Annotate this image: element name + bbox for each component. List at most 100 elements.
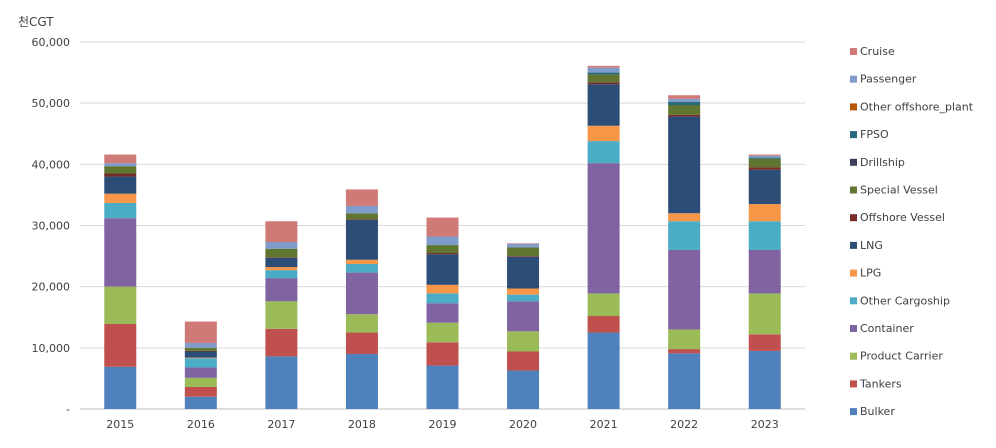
- bar-segment-tankers: [587, 316, 620, 333]
- legend-swatch: [850, 158, 857, 166]
- bar-segment-cruise: [426, 217, 459, 237]
- legend-label: Cruise: [860, 45, 895, 58]
- bar-segment-cruise: [748, 154, 781, 156]
- legend-label: Tankers: [859, 377, 902, 390]
- bar-segment-bulker: [345, 353, 378, 409]
- bar-segment-tankers: [748, 334, 781, 351]
- x-tick-label: 2020: [509, 418, 537, 431]
- bar-segment-other-cargoship: [426, 293, 459, 304]
- legend-swatch: [850, 48, 857, 55]
- legend-item: LPG: [850, 267, 881, 280]
- bar-segment-lng: [104, 176, 137, 194]
- bar-segment-tankers: [104, 323, 137, 367]
- bar-segment-lng: [748, 169, 781, 205]
- bar-segment-offshore-vessel: [507, 256, 540, 257]
- legend-item: Other Cargoship: [850, 294, 950, 307]
- bar-segment-product-carrier: [345, 314, 378, 333]
- bar-segment-cruise: [587, 65, 620, 68]
- x-tick-label: 2021: [590, 418, 618, 431]
- bar-segment-offshore-vessel: [587, 82, 620, 85]
- legend-label: Special Vessel: [860, 184, 938, 197]
- legend-label: Other offshore_plant: [860, 100, 974, 113]
- x-tick-label: 2016: [187, 418, 215, 431]
- bar-segment-bulker: [507, 370, 540, 409]
- legend-label: Bulker: [860, 405, 895, 418]
- legend-swatch: [850, 408, 857, 416]
- bar-segment-bulker: [587, 332, 620, 409]
- bar-segment-fpso: [748, 157, 781, 159]
- bar-segment-cruise: [184, 321, 217, 343]
- bars: [104, 65, 781, 409]
- bar-segment-other-cargoship: [507, 294, 540, 302]
- bar-segment-container: [104, 218, 137, 287]
- legend-swatch: [850, 241, 857, 249]
- legend-label: Drillship: [860, 156, 905, 169]
- legend-label: Container: [860, 322, 914, 335]
- x-tick-label: 2023: [751, 418, 779, 431]
- bar-segment-tankers: [265, 328, 298, 357]
- x-tick-label: 2018: [348, 418, 376, 431]
- bar-segment-container: [345, 272, 378, 315]
- bar-segment-container: [265, 278, 298, 302]
- legend-item: Tankers: [850, 377, 902, 390]
- x-tick-label: 2017: [267, 418, 295, 431]
- bar-segment-bulker: [426, 365, 459, 409]
- bar-segment-special-vessel: [426, 245, 459, 254]
- bar-segment-other-cargoship: [265, 270, 298, 279]
- bar-segment-special-vessel: [265, 248, 298, 258]
- bar-segment-special-vessel: [345, 213, 378, 220]
- legend-label: LNG: [860, 239, 883, 252]
- bar-segment-product-carrier: [668, 329, 701, 350]
- bar-segment-offshore-vessel: [104, 173, 137, 177]
- bar-segment-other-cargoship: [104, 202, 137, 219]
- bar-segment-lpg: [345, 259, 378, 265]
- legend-label: Passenger: [860, 73, 917, 86]
- bar-segment-tankers: [345, 332, 378, 354]
- bar-segment-bulker: [104, 366, 137, 409]
- bar-segment-lng: [426, 254, 459, 285]
- bar-segment-tankers: [184, 386, 217, 397]
- bar-segment-bulker: [184, 396, 217, 409]
- y-tick-label: 60,000: [32, 36, 71, 49]
- legend-item: Other offshore_plant: [850, 100, 974, 113]
- legend-swatch: [850, 269, 857, 277]
- legend-label: Product Carrier: [860, 350, 943, 363]
- bar-segment-lpg: [587, 125, 620, 142]
- bar-segment-lng: [184, 351, 217, 358]
- bar-segment-passenger: [507, 243, 540, 248]
- bar-segment-container: [748, 249, 781, 294]
- y-tick-label: 40,000: [32, 158, 71, 171]
- legend-label: Offshore Vessel: [860, 211, 945, 224]
- y-axis-unit-label: 천CGT: [18, 14, 54, 29]
- bar-segment-cruise: [345, 189, 378, 206]
- bar-segment-product-carrier: [507, 331, 540, 352]
- bar-segment-passenger: [104, 163, 137, 167]
- bar-segment-special-vessel: [507, 247, 540, 257]
- legend-item: Offshore Vessel: [850, 211, 945, 224]
- bar-segment-special-vessel: [748, 158, 781, 168]
- bar-segment-passenger: [587, 67, 620, 73]
- bar-segment-container: [587, 163, 620, 294]
- bar-segment-container: [668, 249, 701, 330]
- legend-item: Bulker: [850, 405, 895, 418]
- bar-segment-fpso: [668, 101, 701, 106]
- bar-segment-other-cargoship: [587, 141, 620, 164]
- bar-segment-other-cargoship: [345, 264, 378, 273]
- y-tick-label: 10,000: [32, 342, 71, 355]
- legend-swatch: [850, 131, 857, 139]
- x-tick-label: 2019: [429, 418, 457, 431]
- bar-segment-cruise: [507, 243, 540, 244]
- bar-segment-special-vessel: [587, 74, 620, 83]
- legend-item: Container: [850, 322, 914, 335]
- bar-segment-lng: [345, 219, 378, 260]
- bar-segment-other-cargoship: [184, 358, 217, 368]
- y-tick-label: 50,000: [32, 97, 71, 110]
- bar-segment-special-vessel: [104, 166, 137, 174]
- bar-segment-container: [184, 367, 217, 378]
- bar-segment-special-vessel: [184, 347, 217, 351]
- bar-segment-lpg: [184, 357, 217, 359]
- bar-segment-offshore-vessel: [748, 167, 781, 170]
- bar-segment-bulker: [668, 353, 701, 409]
- bar-segment-offshore-vessel: [426, 253, 459, 255]
- bar-segment-lng: [507, 256, 540, 289]
